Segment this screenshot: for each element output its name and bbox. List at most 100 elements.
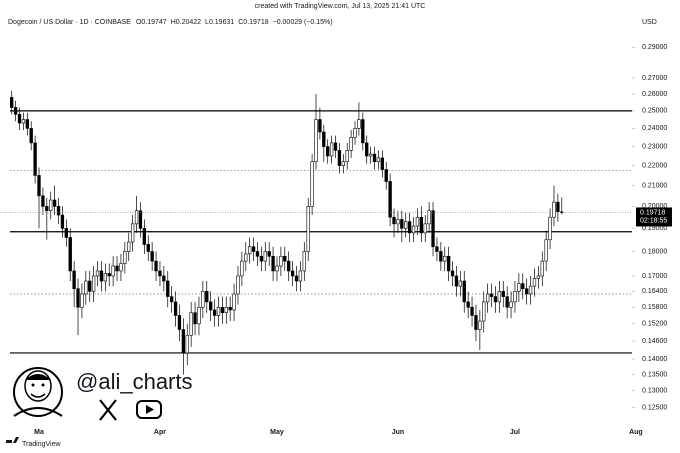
candle-body <box>318 119 322 133</box>
candle-body <box>513 291 517 303</box>
candle-body <box>267 251 271 257</box>
candle-body <box>485 293 490 303</box>
candle-body <box>91 275 96 292</box>
candle-body <box>415 216 420 227</box>
candle-body <box>56 206 61 216</box>
currency: USD <box>642 19 657 26</box>
avatar-eye <box>41 383 45 387</box>
candle-body <box>279 255 283 267</box>
header-line: Dogecoin / US Dollar · 1D · COINBASE O0.1… <box>8 19 333 26</box>
candle-body <box>497 291 502 303</box>
symbol: Dogecoin / US Dollar · 1D · COINBASE <box>8 19 131 26</box>
candle-body <box>33 142 37 176</box>
plot-area: 0.12500 0.13000 0.13500 0.14000 0.14600 0.152… <box>0 44 672 436</box>
youtube-play <box>146 405 154 414</box>
candle-body <box>119 263 123 272</box>
candle-body <box>240 260 244 277</box>
candle-body <box>275 265 279 272</box>
candle-body <box>287 260 291 272</box>
candle-body <box>380 157 384 170</box>
avatar-smile <box>30 393 46 398</box>
candle-body <box>236 275 240 295</box>
candle-body <box>127 241 131 252</box>
candle-body <box>228 306 232 311</box>
y-tick-label: 0.13000 <box>642 388 667 395</box>
candle-body <box>376 157 381 163</box>
candle-body <box>525 288 529 295</box>
candle-body <box>548 216 552 241</box>
candle-body <box>556 201 560 213</box>
candle-body <box>341 161 345 166</box>
candle-body <box>173 301 178 316</box>
created-note: created with TradingView.com, Jul 13, 20… <box>255 3 426 10</box>
candle-body <box>216 306 221 316</box>
candle-body <box>60 214 65 229</box>
close-label: C0.19718 <box>238 19 268 26</box>
candle-body <box>368 153 373 157</box>
candle-body <box>95 270 100 277</box>
candle-body <box>84 280 88 295</box>
candle-body <box>103 273 107 282</box>
y-tick-label: 0.13500 <box>642 371 667 378</box>
candle-body <box>306 206 310 252</box>
candle-body <box>404 221 408 229</box>
candle-body <box>532 278 537 287</box>
candle-body <box>474 315 478 330</box>
candle-body <box>17 114 22 124</box>
candle-body <box>466 301 470 308</box>
candle-body <box>130 223 135 243</box>
candle-body <box>162 275 166 282</box>
candle-body <box>450 270 455 277</box>
candle-body <box>431 210 435 248</box>
candle-body <box>88 280 92 292</box>
candle-body <box>41 195 45 207</box>
candle-body <box>482 301 486 322</box>
candle-body <box>353 128 357 138</box>
candle-body <box>298 270 303 282</box>
candle-body <box>13 107 18 115</box>
candle-body <box>443 255 447 262</box>
candle-body <box>400 219 404 229</box>
countdown: 02:18:55 <box>640 217 667 224</box>
candle-body <box>411 225 416 234</box>
candle-body <box>329 142 334 157</box>
candle-body <box>21 119 26 124</box>
candle-body <box>166 280 170 297</box>
candle-body <box>99 270 104 282</box>
candle-body <box>154 260 158 272</box>
candle-body <box>333 142 338 151</box>
candle-body <box>439 251 443 262</box>
candle-body <box>337 150 342 166</box>
candle-body <box>49 199 53 211</box>
high-label: H0.20422 <box>171 19 201 26</box>
y-tick-label: 0.25000 <box>642 108 667 115</box>
y-tick-label: 0.18000 <box>642 248 667 255</box>
y-tick-label: 0.24000 <box>642 125 667 132</box>
candle-body <box>388 181 392 218</box>
candle-body <box>169 296 174 303</box>
candle-body <box>10 97 14 108</box>
candle-body <box>177 315 182 330</box>
candle-body <box>322 131 326 147</box>
candle-body <box>263 251 267 262</box>
youtube-icon <box>136 400 162 419</box>
candle-body <box>310 161 314 207</box>
candle-body <box>517 283 521 292</box>
candle-body <box>209 301 213 311</box>
candle-body <box>45 206 49 211</box>
y-tick-label: 0.14600 <box>642 338 667 345</box>
candle-body <box>357 119 361 129</box>
avatar-shoulders <box>13 407 63 417</box>
candle-body <box>220 306 225 314</box>
candle-body <box>493 296 498 303</box>
candle-body <box>138 210 143 229</box>
handle: @ali_charts <box>76 369 193 394</box>
candle-body <box>80 293 84 308</box>
y-tick-label: 0.12500 <box>642 404 667 411</box>
x-tick-label: Ma <box>34 429 44 436</box>
candle-body <box>365 142 369 157</box>
candle-body <box>446 255 451 272</box>
candle-body <box>251 246 256 252</box>
watermark: @ali_charts TradingView <box>6 367 193 448</box>
candle-body <box>462 280 466 303</box>
